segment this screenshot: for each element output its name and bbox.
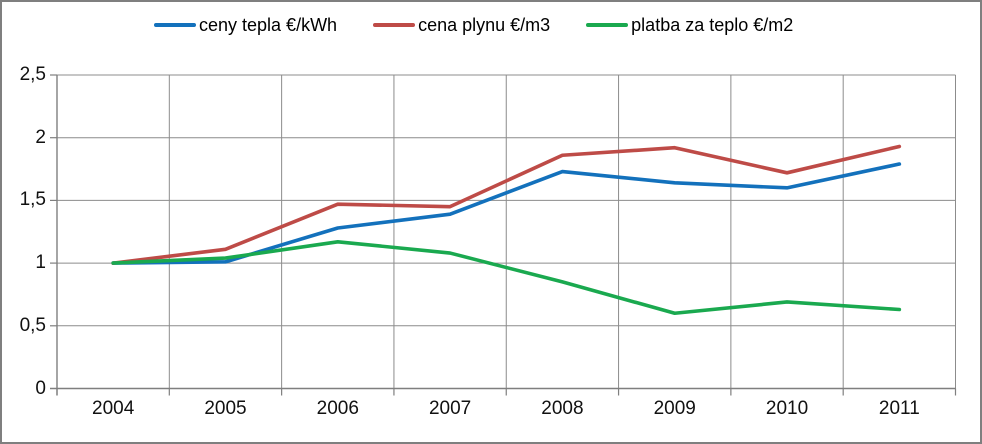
legend-item-platba-za-teplo[interactable]: platba za teplo €/m2 <box>586 16 793 34</box>
legend: ceny tepla €/kWh cena plynu €/m3 platba … <box>154 16 793 34</box>
legend-line-swatch-red <box>373 23 416 27</box>
legend-label: ceny tepla €/kWh <box>199 15 338 35</box>
legend-line-swatch-green <box>586 23 629 27</box>
series-line-1[interactable] <box>111 144 902 265</box>
legend-line-swatch-blue <box>154 23 196 27</box>
legend-label: platba za teplo €/m2 <box>631 15 794 35</box>
series-line-2[interactable] <box>111 239 902 316</box>
legend-item-cena-plynu[interactable]: cena plynu €/m3 <box>373 16 550 34</box>
legend-item-ceny-tepla[interactable]: ceny tepla €/kWh <box>154 16 337 34</box>
legend-label: cena plynu €/m3 <box>418 15 551 35</box>
